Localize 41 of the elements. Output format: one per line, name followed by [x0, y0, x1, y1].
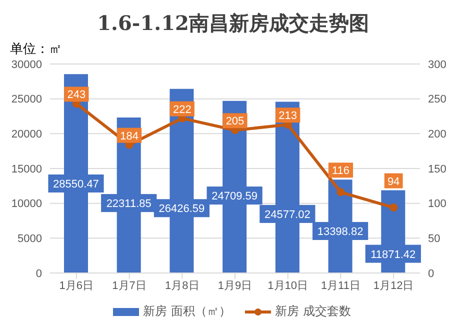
x-tick-label: 1月6日 — [59, 280, 94, 292]
data-label: 184 — [120, 130, 138, 142]
x-tick-label: 1月11日 — [320, 280, 360, 292]
y2-tick-label: 0 — [428, 268, 434, 280]
y2-tick-label: 250 — [428, 94, 446, 106]
y-tick-label: 10000 — [11, 198, 42, 210]
data-label: 26426.59 — [158, 203, 205, 216]
legend-label: 新房 成交套数 — [275, 303, 351, 320]
chart-title: 1.6-1.12南昌新房成交走势图 — [96, 10, 370, 37]
data-label: 28550.47 — [53, 178, 99, 190]
y-tick-label: 25000 — [11, 94, 42, 106]
y-tick-label: 15000 — [11, 163, 42, 176]
y2-tick-label: 100 — [428, 198, 446, 210]
x-tick-label: 1月10日 — [268, 280, 308, 292]
data-label: 24577.02 — [264, 208, 310, 221]
data-label: 116 — [332, 165, 350, 178]
data-label: 11871.42 — [370, 248, 416, 261]
y-tick-label: 30000 — [11, 58, 42, 71]
x-tick-label: 1月12日 — [373, 280, 414, 292]
data-label: 22311.85 — [106, 198, 152, 210]
data-label: 24709.59 — [212, 190, 258, 203]
data-label: 243 — [67, 89, 86, 102]
y2-tick-label: 200 — [428, 128, 446, 141]
data-label: 94 — [387, 176, 400, 188]
y-tick-label: 5000 — [18, 233, 42, 246]
text: 单位：㎡ — [10, 41, 62, 58]
x-tick-label: 1月9日 — [218, 280, 252, 292]
data-label: 222 — [172, 104, 192, 116]
x-tick-label: 1月7日 — [112, 280, 146, 292]
legend-label: 新房 面积（㎡） — [143, 303, 231, 320]
y2-tick-label: 300 — [428, 58, 446, 71]
point — [390, 204, 398, 212]
y2-tick-label: 50 — [428, 233, 440, 246]
data-label: 205 — [226, 116, 244, 128]
y2-tick-label: 150 — [428, 163, 446, 176]
point — [336, 188, 345, 196]
x-tick-label: 1月8日 — [165, 280, 200, 292]
y-tick-label: 0 — [36, 268, 42, 280]
y-tick-label: 20000 — [11, 128, 42, 141]
data-label: 213 — [278, 110, 298, 122]
data-label: 13398.82 — [317, 226, 364, 238]
